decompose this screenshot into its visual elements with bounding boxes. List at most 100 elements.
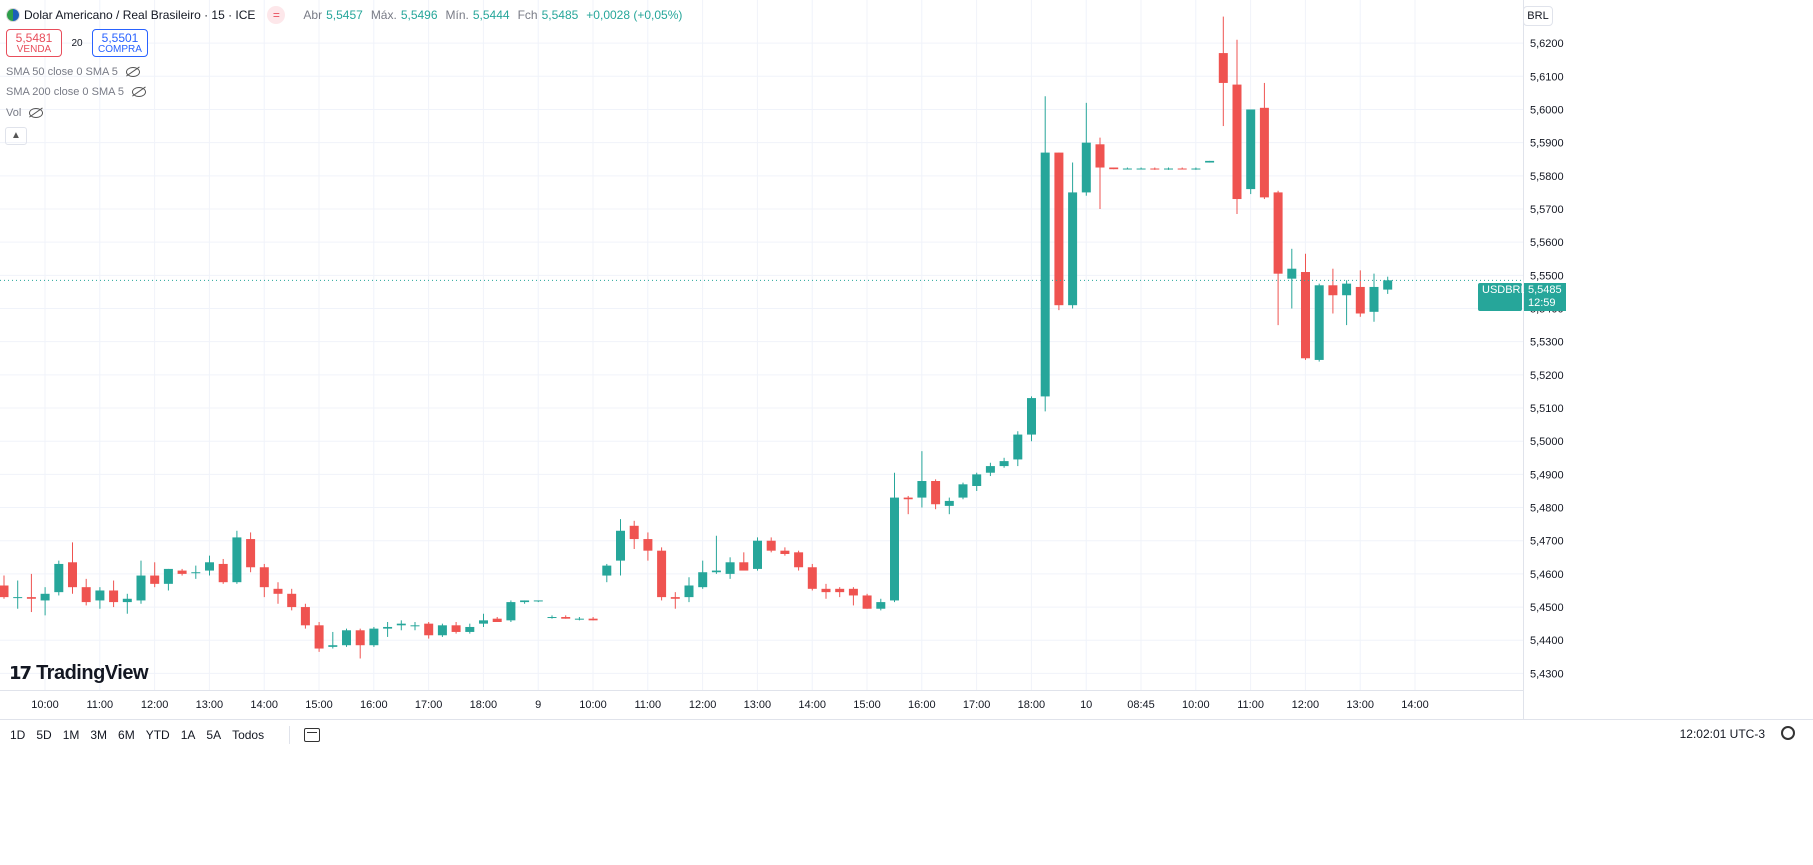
candle[interactable] [300, 603, 310, 629]
candle[interactable] [807, 563, 817, 591]
candle[interactable] [1177, 167, 1187, 170]
candle[interactable] [109, 580, 119, 608]
candle[interactable] [1136, 167, 1146, 170]
range-5d-button[interactable]: 5D [36, 727, 52, 742]
sell-button[interactable]: 5,5481 VENDA [6, 29, 62, 57]
candle[interactable] [451, 621, 461, 634]
candle[interactable] [437, 623, 447, 637]
range-6m-button[interactable]: 6M [118, 727, 135, 742]
candle[interactable] [1027, 396, 1036, 442]
candle[interactable] [54, 560, 64, 596]
clock-timezone[interactable]: 12:02:01 UTC-3 [1679, 727, 1765, 741]
range-1m-button[interactable]: 1M [62, 727, 80, 742]
candle[interactable] [1191, 167, 1201, 170]
candle[interactable] [410, 621, 420, 631]
range-1d-button[interactable]: 1D [10, 727, 26, 742]
candle[interactable] [1273, 190, 1283, 326]
candle[interactable] [835, 587, 845, 598]
candle[interactable] [26, 573, 36, 613]
candle[interactable] [616, 519, 625, 576]
candle[interactable] [753, 537, 762, 571]
candle[interactable] [766, 537, 776, 553]
candle[interactable] [958, 482, 968, 500]
candle[interactable] [0, 575, 9, 599]
candle[interactable] [588, 617, 598, 621]
tradingview-logo[interactable]: 17 TradingView [9, 662, 149, 685]
candle[interactable] [328, 631, 338, 649]
range-3m-button[interactable]: 3M [90, 727, 108, 742]
candle[interactable] [944, 497, 954, 515]
candle[interactable] [629, 520, 639, 550]
candle[interactable] [1164, 167, 1173, 170]
candle[interactable] [643, 532, 653, 561]
indicator-sma200[interactable]: SMA 200 close 0 SMA 5 [6, 86, 147, 98]
candle[interactable] [95, 587, 105, 609]
candle[interactable] [492, 617, 502, 622]
candle[interactable] [1081, 102, 1091, 196]
close-menu-icon[interactable]: = [267, 6, 286, 24]
candle[interactable] [1068, 162, 1078, 309]
candle[interactable] [191, 565, 201, 579]
candle[interactable] [246, 532, 256, 573]
candle[interactable] [670, 592, 680, 609]
candle[interactable] [1218, 16, 1228, 127]
candle[interactable] [163, 568, 173, 591]
candle[interactable] [1355, 270, 1365, 317]
range-all-button[interactable]: Todos [232, 727, 265, 742]
candle[interactable] [725, 557, 735, 579]
candle[interactable] [136, 560, 146, 604]
candle[interactable] [903, 495, 913, 515]
candle[interactable] [1013, 431, 1023, 467]
candle[interactable] [1232, 39, 1242, 214]
candle[interactable] [698, 560, 708, 589]
candle[interactable] [1287, 248, 1297, 309]
range-1a-button[interactable]: 1A [180, 727, 196, 742]
gear-icon[interactable] [1781, 726, 1795, 740]
candle[interactable] [876, 598, 886, 611]
candle[interactable] [1369, 273, 1379, 322]
collapse-legend-button[interactable]: ▲ [5, 127, 27, 145]
candle[interactable] [684, 577, 694, 603]
candle[interactable] [1122, 167, 1132, 170]
candle[interactable] [13, 580, 23, 609]
candle[interactable] [205, 555, 214, 576]
range-5a-button[interactable]: 5A [206, 727, 222, 742]
candle[interactable] [1040, 96, 1050, 412]
candle[interactable] [396, 620, 406, 631]
candle[interactable] [1095, 137, 1105, 209]
buy-button[interactable]: 5,5501 COMPRA [92, 29, 148, 57]
candle[interactable] [465, 623, 475, 634]
candle[interactable] [931, 479, 941, 510]
candlestick-chart[interactable]: 5,4300 5,4400 5,4500 5,4600 5,4700 5,4800 5,49… [0, 0, 1813, 719]
range-ytd-button[interactable]: YTD [145, 727, 170, 742]
candle[interactable] [479, 613, 488, 627]
candle[interactable] [218, 558, 228, 584]
candle[interactable] [848, 587, 858, 606]
candle[interactable] [602, 563, 612, 583]
candle[interactable] [1301, 253, 1310, 360]
candle[interactable] [177, 568, 187, 576]
candle[interactable] [1109, 167, 1119, 170]
candle[interactable] [273, 582, 283, 604]
candle[interactable] [383, 621, 393, 637]
candle[interactable] [287, 588, 297, 611]
candle[interactable] [1328, 268, 1338, 314]
candle[interactable] [999, 457, 1009, 468]
candle[interactable] [890, 472, 899, 603]
candle[interactable] [520, 600, 530, 604]
candle[interactable] [917, 451, 927, 508]
candle[interactable] [985, 462, 995, 477]
candle[interactable] [1054, 152, 1064, 311]
candle[interactable] [711, 535, 721, 574]
symbol-title[interactable]: Dolar Americano / Real Brasileiro · 15 ·… [24, 8, 256, 22]
candle[interactable] [259, 563, 269, 598]
currency-button[interactable]: BRL [1523, 6, 1553, 26]
candle[interactable] [533, 600, 543, 603]
calendar-goto-icon[interactable] [304, 727, 321, 742]
indicator-sma50[interactable]: SMA 50 close 0 SMA 5 [6, 66, 140, 78]
indicator-volume[interactable]: Vol [6, 107, 44, 119]
candle[interactable] [547, 615, 557, 619]
candle[interactable] [1246, 109, 1256, 195]
candle[interactable] [506, 600, 516, 622]
candle[interactable] [574, 617, 584, 621]
